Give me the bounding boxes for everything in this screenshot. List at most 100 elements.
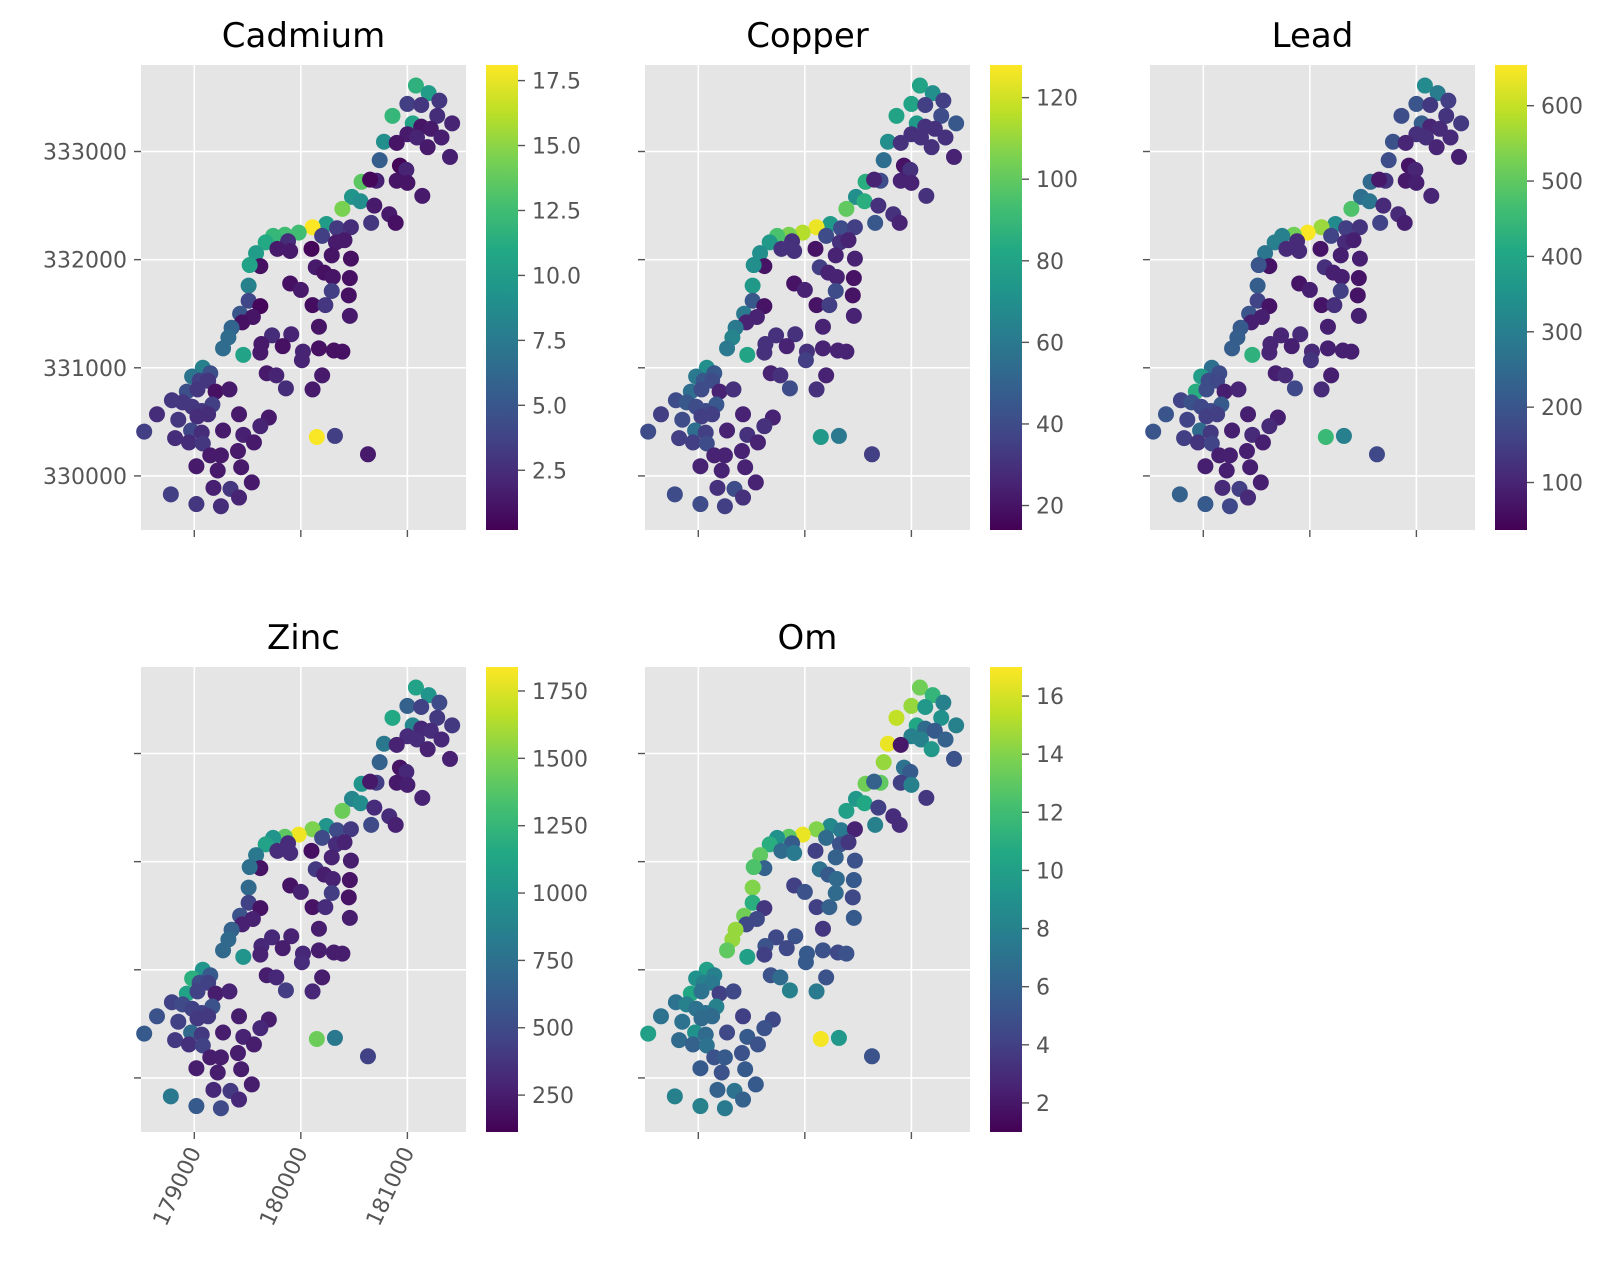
colorbar-tick-label: 4 bbox=[1036, 1034, 1050, 1059]
data-point bbox=[830, 1029, 847, 1046]
data-point bbox=[252, 1020, 269, 1037]
data-point bbox=[911, 77, 928, 94]
data-point bbox=[1221, 447, 1238, 464]
data-point bbox=[408, 731, 425, 748]
data-point bbox=[946, 750, 963, 767]
data-point bbox=[870, 799, 887, 816]
data-point bbox=[833, 220, 850, 237]
data-point bbox=[188, 496, 205, 513]
data-point bbox=[252, 344, 269, 361]
data-point bbox=[709, 1081, 726, 1098]
data-point bbox=[752, 245, 769, 262]
data-point bbox=[314, 367, 331, 384]
data-point bbox=[814, 920, 831, 937]
colorbar-tick-label: 60 bbox=[1036, 331, 1064, 356]
data-point bbox=[827, 885, 844, 902]
data-point bbox=[231, 489, 248, 506]
panel-title: Zinc bbox=[267, 618, 340, 658]
data-point bbox=[863, 1048, 880, 1065]
data-point bbox=[1319, 340, 1336, 357]
data-point bbox=[414, 789, 431, 806]
data-point bbox=[1313, 381, 1330, 398]
data-point bbox=[359, 1048, 376, 1065]
data-point bbox=[1349, 287, 1366, 304]
data-point bbox=[1323, 367, 1340, 384]
data-point bbox=[737, 459, 754, 476]
data-point bbox=[838, 802, 855, 819]
data-point bbox=[733, 1045, 750, 1062]
data-point bbox=[229, 443, 246, 460]
data-point bbox=[352, 795, 369, 812]
data-point bbox=[269, 842, 286, 859]
data-point bbox=[1350, 270, 1367, 287]
colorbar-tick-label: 1250 bbox=[532, 815, 588, 840]
colorbar-tick-label: 500 bbox=[1541, 170, 1583, 195]
data-point bbox=[362, 171, 379, 188]
data-point bbox=[1242, 459, 1259, 476]
data-point bbox=[838, 945, 855, 962]
data-point bbox=[433, 731, 450, 748]
data-point bbox=[917, 699, 934, 716]
data-point bbox=[926, 120, 943, 137]
data-point bbox=[282, 845, 299, 861]
colorbar-tick-label: 400 bbox=[1541, 245, 1583, 270]
data-point bbox=[866, 773, 883, 790]
data-point bbox=[652, 406, 669, 423]
data-point bbox=[735, 1008, 752, 1025]
data-point bbox=[1197, 458, 1214, 475]
data-point bbox=[1431, 120, 1448, 137]
data-point bbox=[326, 427, 343, 444]
data-point bbox=[257, 234, 274, 251]
data-point bbox=[946, 148, 963, 165]
data-point bbox=[229, 1045, 246, 1062]
data-point bbox=[844, 287, 861, 304]
data-point bbox=[918, 187, 935, 204]
data-point bbox=[818, 367, 835, 384]
data-point bbox=[937, 731, 954, 748]
data-point bbox=[268, 969, 285, 986]
data-point bbox=[209, 462, 226, 479]
data-point bbox=[1396, 214, 1413, 231]
data-point bbox=[903, 776, 920, 793]
data-point bbox=[725, 381, 742, 398]
data-point bbox=[756, 1020, 773, 1037]
data-point bbox=[1416, 77, 1433, 94]
data-point bbox=[1332, 283, 1349, 300]
data-point bbox=[888, 709, 905, 726]
data-point bbox=[413, 97, 430, 114]
data-point bbox=[1423, 187, 1440, 204]
data-point bbox=[444, 717, 461, 734]
data-point bbox=[252, 946, 269, 963]
data-point bbox=[711, 985, 728, 1002]
colorbar-tick-label: 7.5 bbox=[532, 329, 567, 354]
data-point bbox=[340, 889, 357, 906]
data-point bbox=[733, 443, 750, 460]
data-point bbox=[711, 383, 728, 400]
colorbar-tick-label: 2 bbox=[1036, 1092, 1050, 1117]
data-point bbox=[671, 1032, 688, 1049]
data-point bbox=[363, 816, 380, 833]
data-point bbox=[304, 983, 321, 1000]
colorbar-tick-label: 100 bbox=[1541, 472, 1583, 497]
data-point bbox=[248, 245, 265, 262]
data-point bbox=[419, 139, 436, 156]
data-point bbox=[948, 115, 965, 132]
panel-lead: Lead 100 200 300 400 500 600 bbox=[1143, 16, 1583, 537]
data-point bbox=[923, 139, 940, 156]
data-point bbox=[863, 446, 880, 463]
data-point bbox=[167, 1032, 184, 1049]
data-point bbox=[407, 77, 424, 94]
data-point bbox=[1157, 406, 1174, 423]
data-point bbox=[692, 458, 709, 475]
data-point bbox=[1198, 381, 1215, 398]
data-point bbox=[1422, 97, 1439, 114]
data-point bbox=[747, 474, 764, 491]
data-point bbox=[818, 969, 835, 986]
data-point bbox=[388, 736, 405, 753]
panel-copper: Copper 20 40 60 80 100 120 bbox=[638, 16, 1078, 537]
data-point bbox=[1240, 406, 1257, 423]
data-point bbox=[698, 1037, 715, 1054]
panel-title: Om bbox=[778, 618, 838, 658]
data-point bbox=[838, 200, 855, 217]
data-point bbox=[879, 735, 896, 752]
